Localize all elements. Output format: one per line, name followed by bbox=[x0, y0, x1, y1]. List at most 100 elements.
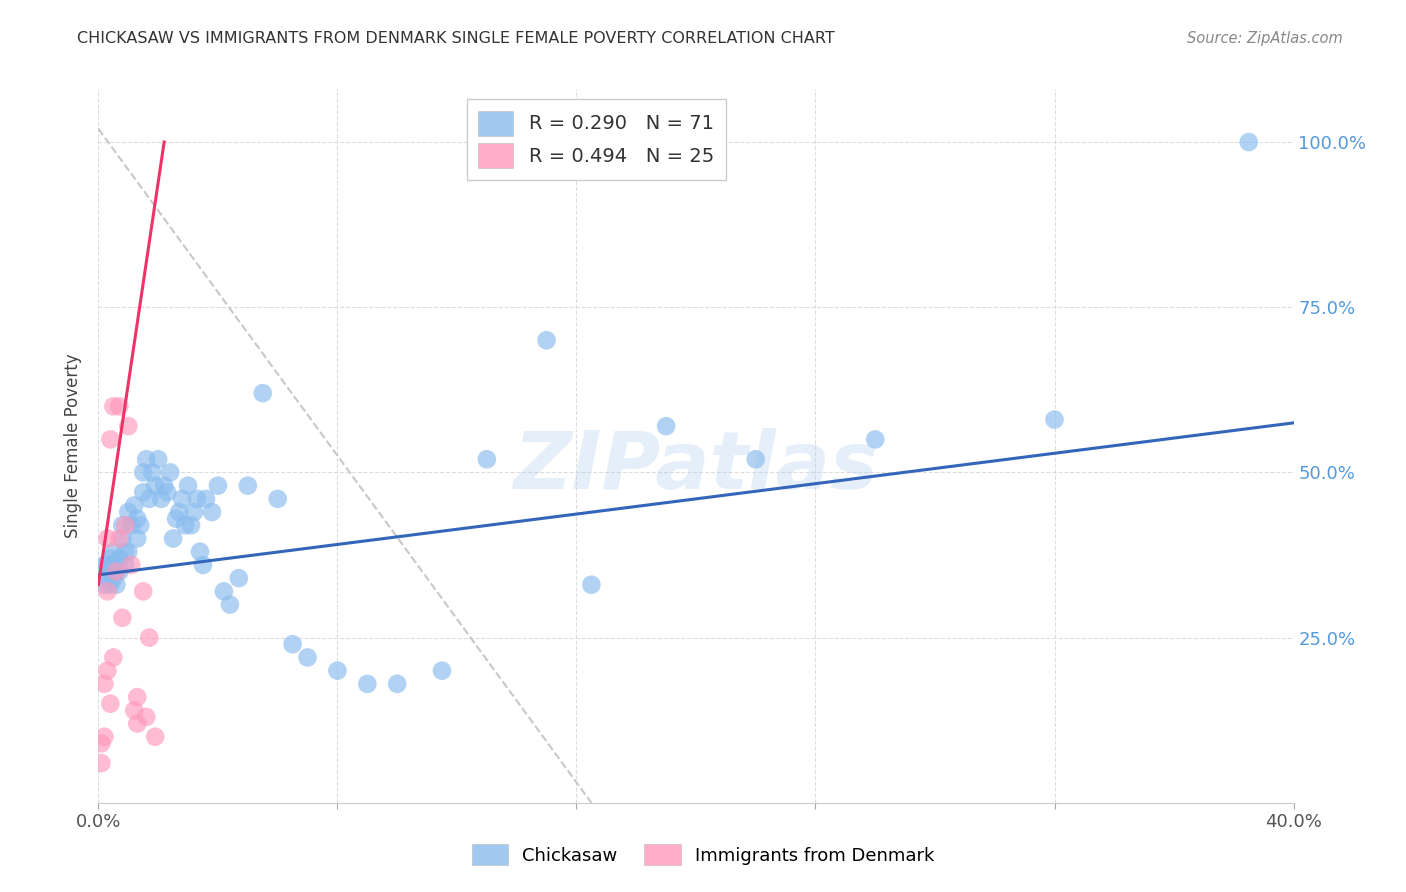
Point bbox=[865, 433, 887, 447]
Point bbox=[180, 518, 202, 533]
Point bbox=[228, 571, 250, 585]
Point bbox=[103, 545, 125, 559]
Point bbox=[90, 736, 112, 750]
Point bbox=[114, 558, 136, 572]
Point bbox=[153, 478, 176, 492]
Point bbox=[108, 551, 131, 566]
Point bbox=[105, 565, 128, 579]
Point bbox=[297, 650, 319, 665]
Text: CHICKASAW VS IMMIGRANTS FROM DENMARK SINGLE FEMALE POVERTY CORRELATION CHART: CHICKASAW VS IMMIGRANTS FROM DENMARK SIN… bbox=[77, 31, 835, 46]
Y-axis label: Single Female Poverty: Single Female Poverty bbox=[65, 354, 83, 538]
Point bbox=[111, 611, 134, 625]
Point bbox=[105, 558, 128, 572]
Point bbox=[127, 532, 149, 546]
Point bbox=[117, 505, 139, 519]
Point bbox=[655, 419, 678, 434]
Point bbox=[172, 491, 194, 506]
Text: Source: ZipAtlas.com: Source: ZipAtlas.com bbox=[1187, 31, 1343, 46]
Point bbox=[156, 485, 179, 500]
Point bbox=[111, 532, 134, 546]
Point bbox=[174, 518, 197, 533]
Point bbox=[207, 478, 229, 492]
Point bbox=[93, 558, 115, 572]
Point bbox=[267, 491, 290, 506]
Point bbox=[195, 491, 218, 506]
Point bbox=[212, 584, 235, 599]
Point bbox=[96, 558, 118, 572]
Point bbox=[356, 677, 378, 691]
Point bbox=[98, 433, 122, 447]
Point bbox=[236, 478, 259, 492]
Legend: R = 0.290   N = 71, R = 0.494   N = 25: R = 0.290 N = 71, R = 0.494 N = 25 bbox=[467, 99, 725, 180]
Point bbox=[159, 466, 181, 480]
Point bbox=[103, 558, 125, 572]
Point bbox=[93, 677, 115, 691]
Point bbox=[188, 545, 211, 559]
Point bbox=[98, 578, 122, 592]
Point bbox=[430, 664, 453, 678]
Point bbox=[120, 558, 142, 572]
Point bbox=[183, 505, 205, 519]
Point bbox=[1237, 135, 1260, 149]
Point bbox=[162, 532, 184, 546]
Point bbox=[96, 664, 118, 678]
Point bbox=[108, 565, 131, 579]
Point bbox=[143, 730, 166, 744]
Point bbox=[385, 677, 409, 691]
Point bbox=[177, 478, 200, 492]
Point bbox=[103, 400, 125, 414]
Point bbox=[98, 565, 122, 579]
Point bbox=[132, 485, 155, 500]
Point bbox=[93, 578, 115, 592]
Point bbox=[745, 452, 768, 467]
Point bbox=[120, 518, 142, 533]
Point bbox=[103, 571, 125, 585]
Point bbox=[114, 518, 136, 533]
Point bbox=[475, 452, 498, 467]
Point bbox=[167, 505, 190, 519]
Point bbox=[536, 333, 558, 347]
Point bbox=[138, 631, 160, 645]
Point bbox=[93, 730, 115, 744]
Point bbox=[135, 452, 157, 467]
Point bbox=[124, 703, 146, 717]
Point bbox=[124, 499, 146, 513]
Point bbox=[252, 386, 274, 401]
Point bbox=[111, 518, 134, 533]
Point bbox=[191, 558, 214, 572]
Point bbox=[165, 511, 187, 525]
Point bbox=[141, 466, 163, 480]
Point bbox=[186, 491, 208, 506]
Point bbox=[138, 491, 160, 506]
Point bbox=[108, 400, 131, 414]
Point bbox=[127, 716, 149, 731]
Point bbox=[103, 650, 125, 665]
Point bbox=[108, 532, 131, 546]
Point bbox=[127, 690, 149, 704]
Point bbox=[132, 584, 155, 599]
Point bbox=[129, 518, 152, 533]
Point bbox=[98, 697, 122, 711]
Point bbox=[127, 511, 149, 525]
Point bbox=[1043, 412, 1066, 426]
Legend: Chickasaw, Immigrants from Denmark: Chickasaw, Immigrants from Denmark bbox=[464, 837, 942, 872]
Point bbox=[281, 637, 304, 651]
Point bbox=[90, 756, 112, 771]
Point bbox=[135, 710, 157, 724]
Point bbox=[326, 664, 349, 678]
Point bbox=[581, 578, 603, 592]
Point bbox=[117, 419, 139, 434]
Point bbox=[132, 466, 155, 480]
Text: ZIPatlas: ZIPatlas bbox=[513, 428, 879, 507]
Point bbox=[150, 491, 173, 506]
Point bbox=[148, 452, 170, 467]
Point bbox=[105, 565, 128, 579]
Point bbox=[96, 532, 118, 546]
Point bbox=[105, 578, 128, 592]
Point bbox=[98, 551, 122, 566]
Point bbox=[219, 598, 242, 612]
Point bbox=[114, 545, 136, 559]
Point bbox=[117, 545, 139, 559]
Point bbox=[201, 505, 224, 519]
Point bbox=[143, 478, 166, 492]
